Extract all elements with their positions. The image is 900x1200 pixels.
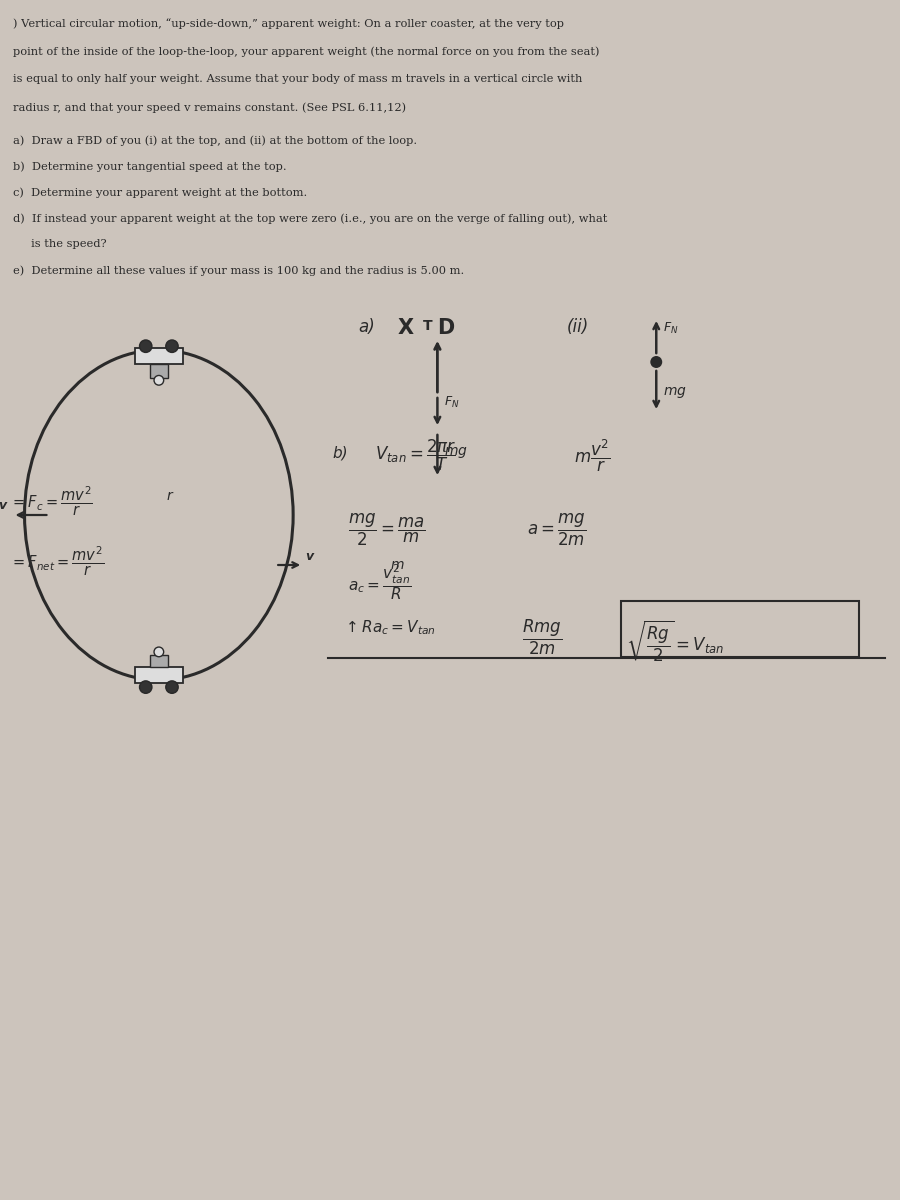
- Text: v: v: [0, 499, 7, 512]
- Circle shape: [166, 340, 178, 353]
- Text: ) Vertical circular motion, “up-side-down,” apparent weight: On a roller coaster: ) Vertical circular motion, “up-side-dow…: [13, 18, 563, 29]
- Circle shape: [166, 680, 178, 694]
- Text: b): b): [333, 445, 348, 460]
- Text: e)  Determine all these values if your mass is 100 kg and the radius is 5.00 m.: e) Determine all these values if your ma…: [13, 265, 464, 276]
- Text: is the speed?: is the speed?: [13, 239, 106, 248]
- Text: point of the inside of the loop-the-loop, your apparent weight (the normal force: point of the inside of the loop-the-loop…: [13, 46, 599, 56]
- Text: T: T: [422, 319, 432, 332]
- Text: r: r: [166, 490, 173, 503]
- Text: $a_c = \dfrac{v^2_{tan}}{R}$: $a_c = \dfrac{v^2_{tan}}{R}$: [348, 562, 411, 602]
- Text: (ii): (ii): [567, 318, 589, 336]
- Text: $mg$: $mg$: [445, 444, 468, 460]
- Circle shape: [651, 356, 662, 368]
- Text: $= F_c = \dfrac{mv^2}{r}$: $= F_c = \dfrac{mv^2}{r}$: [10, 485, 93, 518]
- Text: d)  If instead your apparent weight at the top were zero (i.e., you are on the v: d) If instead your apparent weight at th…: [13, 214, 607, 223]
- Text: $mg$: $mg$: [663, 384, 687, 400]
- Text: $V_{tan} = \dfrac{2\pi r}{T}$: $V_{tan} = \dfrac{2\pi r}{T}$: [374, 438, 456, 473]
- Text: X: X: [398, 318, 414, 338]
- Text: $\uparrow Ra_c = V_{tan}$: $\uparrow Ra_c = V_{tan}$: [343, 618, 436, 637]
- Bar: [150, 364, 167, 378]
- Text: is equal to only half your weight. Assume that your body of mass m travels in a : is equal to only half your weight. Assum…: [13, 74, 582, 84]
- Text: $F_N$: $F_N$: [663, 320, 679, 336]
- Text: $\dfrac{Rmg}{2m}$: $\dfrac{Rmg}{2m}$: [522, 618, 562, 658]
- Text: m: m: [391, 558, 404, 572]
- Text: a): a): [358, 318, 374, 336]
- Circle shape: [154, 647, 164, 656]
- Text: $\sqrt{\dfrac{Rg}{2}} = V_{tan}$: $\sqrt{\dfrac{Rg}{2}} = V_{tan}$: [626, 618, 725, 664]
- Text: b)  Determine your tangential speed at the top.: b) Determine your tangential speed at th…: [13, 161, 286, 172]
- Circle shape: [140, 680, 152, 694]
- Text: D: D: [437, 318, 454, 338]
- Text: c)  Determine your apparent weight at the bottom.: c) Determine your apparent weight at the…: [13, 187, 307, 198]
- Circle shape: [154, 376, 164, 385]
- Text: $a = \dfrac{mg}{2m}$: $a = \dfrac{mg}{2m}$: [526, 512, 586, 548]
- Text: a)  Draw a FBD of you (i) at the top, and (ii) at the bottom of the loop.: a) Draw a FBD of you (i) at the top, and…: [13, 136, 417, 145]
- Text: $\dfrac{mg}{2} = \dfrac{ma}{m}$: $\dfrac{mg}{2} = \dfrac{ma}{m}$: [348, 512, 426, 548]
- Circle shape: [140, 340, 152, 353]
- Text: radius r, and that your speed v remains constant. (See PSL 6.11,12): radius r, and that your speed v remains …: [13, 102, 406, 113]
- Bar: [135, 667, 183, 683]
- Bar: [135, 348, 183, 364]
- Text: $m\dfrac{v^2}{r}$: $m\dfrac{v^2}{r}$: [573, 438, 610, 474]
- Bar: [150, 655, 167, 667]
- Text: $F_N$: $F_N$: [445, 395, 460, 409]
- Text: $= F_{net} = \dfrac{mv^2}{r}$: $= F_{net} = \dfrac{mv^2}{r}$: [10, 545, 104, 578]
- Text: v: v: [305, 550, 313, 563]
